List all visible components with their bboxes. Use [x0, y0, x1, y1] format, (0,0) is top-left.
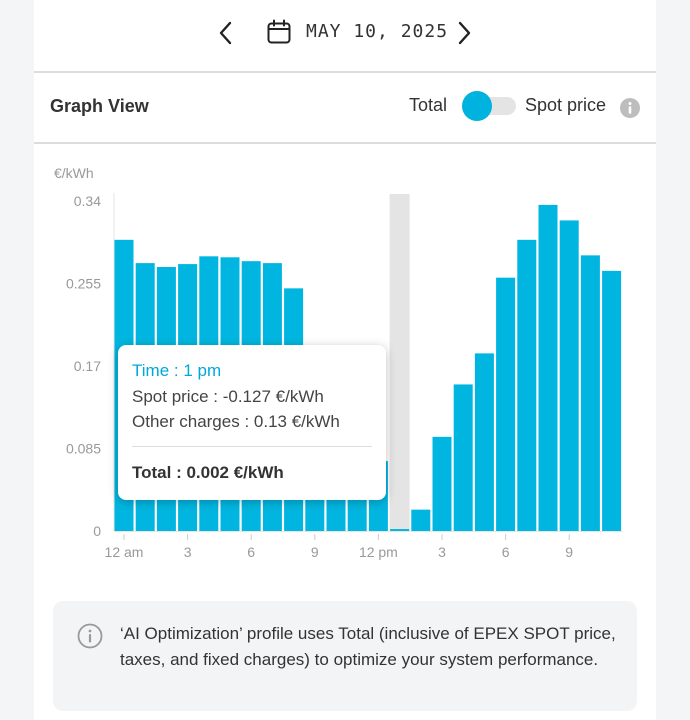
toggle-spot-price-label[interactable]: Spot price	[525, 95, 607, 115]
toggle-total-label[interactable]: Total	[409, 95, 448, 115]
tooltip-time: Time : 1 pm	[132, 361, 222, 380]
y-tick-label: 0.34	[74, 193, 101, 209]
y-tick-label: 0.255	[66, 276, 101, 292]
y-tick-label: 0.17	[74, 358, 101, 374]
x-tick-label: 9	[565, 544, 573, 560]
x-tick-label: 3	[438, 544, 446, 560]
y-axis-label: €/kWh	[54, 165, 94, 181]
highlight-column	[389, 194, 410, 531]
x-tick-label: 9	[311, 544, 319, 560]
x-tick-label: 12 am	[105, 544, 144, 560]
x-tick-label: 6	[247, 544, 255, 560]
x-tick-label: 3	[184, 544, 192, 560]
bar-hour-17[interactable]	[474, 353, 494, 531]
info-icon	[77, 623, 103, 649]
chart-tooltip: Time : 1 pm Spot price : -0.127 €/kWh Ot…	[118, 345, 386, 500]
x-tick-label: 12 pm	[359, 544, 398, 560]
chevron-right-icon	[458, 21, 471, 45]
total-spot-toggle[interactable]	[462, 91, 516, 121]
bar-hour-21[interactable]	[559, 220, 579, 532]
x-tick-label: 6	[502, 544, 510, 560]
divider	[34, 142, 656, 144]
optimization-note: ‘AI Optimization’ profile uses Total (in…	[53, 601, 637, 711]
y-tick-label: 0.085	[66, 441, 101, 457]
tooltip-other-charges: Other charges : 0.13 €/kWh	[132, 412, 340, 431]
divider	[34, 71, 656, 73]
tooltip-spot-price: Spot price : -0.127 €/kWh	[132, 387, 324, 406]
bar-hour-18[interactable]	[496, 277, 516, 531]
chevron-left-icon	[219, 21, 232, 45]
note-text: ‘AI Optimization’ profile uses Total (in…	[120, 624, 616, 669]
toggle-knob	[462, 91, 492, 121]
bar-hour-22[interactable]	[580, 255, 600, 531]
selected-date[interactable]: MAY 10, 2025	[306, 21, 449, 42]
price-chart: €/kWh 0 0.085 0.17 0.255 0.34 12 am 3 6 9 12 pm 3…	[54, 165, 623, 560]
date-navigator: MAY 10, 2025	[34, 0, 656, 72]
tooltip-divider	[132, 446, 372, 447]
y-tick-label: 0	[93, 523, 101, 539]
bar-hour-14[interactable]	[411, 509, 431, 531]
view-bar: Graph View Total Spot price	[34, 74, 656, 142]
prev-day-button[interactable]	[211, 18, 241, 48]
info-icon[interactable]	[619, 97, 641, 119]
bar-hour-20[interactable]	[538, 204, 558, 531]
bar-hour-16[interactable]	[453, 384, 473, 531]
bar-hour-19[interactable]	[517, 239, 537, 531]
tooltip-total: Total : 0.002 €/kWh	[132, 463, 284, 482]
bar-hour-15[interactable]	[432, 436, 452, 531]
calendar-icon[interactable]	[266, 19, 292, 45]
bar-hour-23[interactable]	[602, 270, 622, 531]
next-day-button[interactable]	[449, 18, 479, 48]
bar-hour-13[interactable]	[390, 529, 410, 531]
graph-view-title: Graph View	[50, 96, 149, 116]
